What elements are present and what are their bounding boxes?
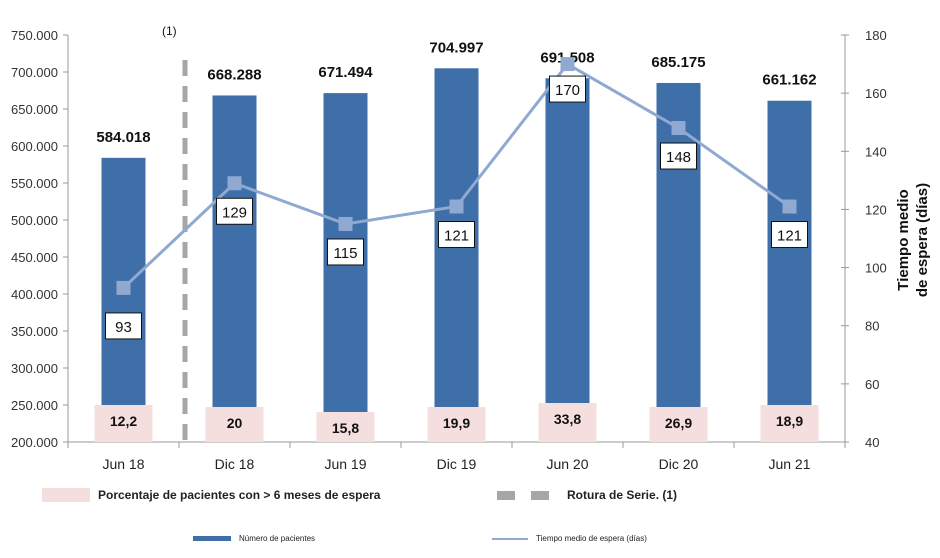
bar-value-label: 661.162 xyxy=(762,72,816,89)
right-tick-label: 160 xyxy=(865,86,887,101)
percentage-box xyxy=(649,407,708,442)
left-tick-label: 450.000 xyxy=(11,250,58,265)
wait-time-label: 148 xyxy=(666,149,691,166)
legend-label-break: Rotura de Serie. (1) xyxy=(567,488,678,502)
legend-swatch-break xyxy=(497,490,549,500)
right-tick-label: 120 xyxy=(865,202,887,217)
percentage-label: 33,8 xyxy=(554,411,581,427)
wait-time-label-box xyxy=(327,238,364,266)
wait-time-label: 93 xyxy=(115,319,132,336)
legend-series-break: Rotura de Serie. (1) xyxy=(497,488,677,502)
wait-time-label-box xyxy=(105,312,142,340)
x-tick-label: Jun 19 xyxy=(324,456,366,470)
bar-jun-19 xyxy=(323,93,368,443)
left-tick-label: 300.000 xyxy=(11,361,58,376)
bar-value-label: 668.288 xyxy=(207,66,261,83)
wait-time-label: 170 xyxy=(555,82,580,99)
wait-time-marker xyxy=(227,176,242,191)
legend-label-patients: Número de pacientes xyxy=(239,534,316,543)
percentage-label: 15,8 xyxy=(332,420,359,436)
percentage-box xyxy=(205,407,264,442)
chart-svg: 200.000 250.000 300.000 350.000 400.000 450.0… xyxy=(11,24,931,472)
legend-swatch-patients xyxy=(193,536,231,541)
right-tick-label: 180 xyxy=(865,28,887,43)
left-tick-label: 700.000 xyxy=(11,65,58,80)
wait-time-marker xyxy=(671,121,686,136)
bar-jun-18 xyxy=(101,157,146,443)
legend-patients: Número de pacientes xyxy=(193,534,315,543)
legend-label-percentage: Porcentaje de pacientes con > 6 meses de… xyxy=(98,488,381,502)
percentage-box xyxy=(316,412,375,442)
wait-time-label: 115 xyxy=(334,245,358,262)
percentage-label: 26,9 xyxy=(665,415,692,431)
left-tick-label: 250.000 xyxy=(11,398,58,413)
x-tick-label: Dic 19 xyxy=(437,456,477,470)
right-axis-title: Tiempo medio de espera (días) xyxy=(895,183,931,297)
wait-time-label-box xyxy=(771,221,808,249)
x-tick-label: Jun 20 xyxy=(546,456,588,470)
bar-dic-18 xyxy=(212,95,257,442)
left-tick-label: 650.000 xyxy=(11,102,58,117)
legend-swatch-wait-time xyxy=(492,537,528,540)
wait-time-marker xyxy=(560,57,575,72)
bar-jun-21 xyxy=(767,100,812,443)
x-tick-label: Dic 18 xyxy=(215,456,255,470)
percentage-box xyxy=(427,407,486,442)
percentage-box xyxy=(538,403,597,442)
left-tick-label: 200.000 xyxy=(11,435,58,450)
wait-time-marker xyxy=(116,280,131,295)
left-tick-label: 400.000 xyxy=(11,287,58,302)
right-tick-label: 80 xyxy=(865,319,879,334)
legend-percentage: Porcentaje de pacientes con > 6 meses de… xyxy=(42,488,380,502)
wait-time-label: 121 xyxy=(444,228,469,245)
percentage-label: 18,9 xyxy=(776,413,803,429)
wait-time-marker xyxy=(449,199,464,214)
right-tick-label: 60 xyxy=(865,377,879,392)
x-tick-label: Jun 18 xyxy=(102,456,144,470)
bar-value-label: 584.018 xyxy=(96,129,150,146)
bar-value-label: 704.997 xyxy=(429,39,483,56)
left-tick-label: 550.000 xyxy=(11,176,58,191)
wait-time-label-box xyxy=(549,75,586,103)
wait-time-label-box xyxy=(660,142,697,170)
right-tick-label: 100 xyxy=(865,261,887,276)
bar-dic-20 xyxy=(656,82,701,443)
wait-time-label-box xyxy=(438,221,475,249)
bar-jun-20 xyxy=(545,78,590,442)
percentage-label: 20 xyxy=(227,415,243,431)
bar-value-label: 685.175 xyxy=(651,54,705,71)
percentage-box xyxy=(94,405,153,442)
wait-time-label: 129 xyxy=(222,204,247,221)
percentage-label: 19,9 xyxy=(443,415,470,431)
left-tick-label: 600.000 xyxy=(11,139,58,154)
wait-time-marker xyxy=(782,199,797,214)
right-tick-label: 40 xyxy=(865,435,879,450)
left-tick-label: 350.000 xyxy=(11,324,58,339)
legend-wait-time: Tiempo medio de espera (días) xyxy=(492,534,647,543)
left-tick-label: 500.000 xyxy=(11,213,58,228)
legend-swatch-percentage xyxy=(42,488,90,502)
percentage-box xyxy=(760,405,819,442)
x-tick-label: Dic 20 xyxy=(659,456,699,470)
series-break-note: (1) xyxy=(162,24,177,38)
wait-time-label: 121 xyxy=(777,228,802,245)
right-tick-label: 140 xyxy=(865,144,887,159)
percentage-label: 12,2 xyxy=(110,413,137,429)
wait-time-marker xyxy=(338,216,353,231)
x-tick-label: Jun 21 xyxy=(768,456,810,470)
bar-value-label: 671.494 xyxy=(318,64,373,81)
left-tick-label: 750.000 xyxy=(11,28,58,43)
bar-dic-19 xyxy=(434,68,479,443)
legend-label-wait-time: Tiempo medio de espera (días) xyxy=(536,534,647,543)
wait-time-label-box xyxy=(216,197,253,225)
